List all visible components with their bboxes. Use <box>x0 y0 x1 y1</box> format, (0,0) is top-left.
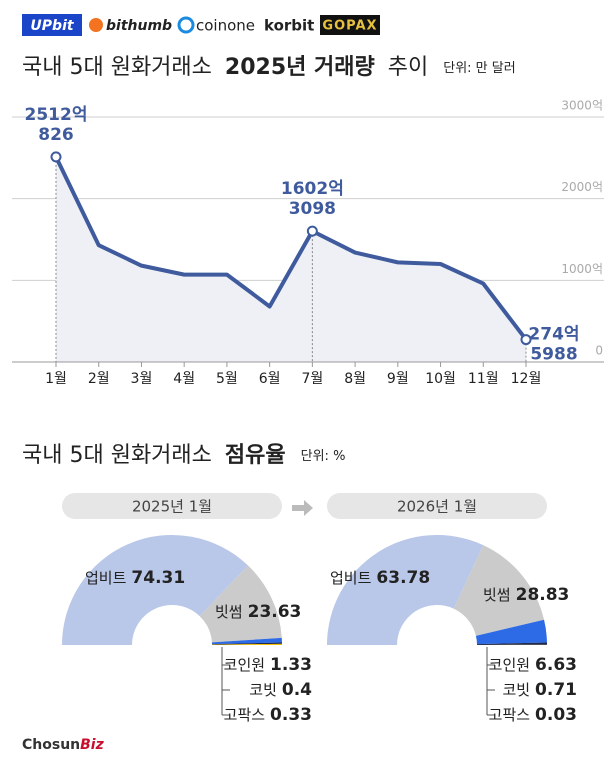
segment-label: 코인원 1.33 <box>224 655 312 675</box>
value-label: 1602억 <box>281 179 344 199</box>
pie-segment <box>476 642 547 645</box>
value-label: 3098 <box>289 199 336 219</box>
segment-value: 1.33 <box>270 655 312 675</box>
value-label: 274억 <box>528 325 579 345</box>
period-pill <box>62 493 282 519</box>
segment-label: 빗썸 28.83 <box>483 585 569 605</box>
segment-value: 74.31 <box>131 568 185 588</box>
segment-name: 코빗 <box>502 681 530 699</box>
segment-label: 코인원 6.63 <box>489 655 577 675</box>
y-tick-label: 1000억 <box>561 262 603 276</box>
x-tick-label: 10월 <box>425 371 456 387</box>
period-label: 2026년 1월 <box>397 498 477 516</box>
point <box>520 334 532 346</box>
x-tick-label: 3월 <box>131 371 153 387</box>
segment-name: 코인원 <box>224 656 265 674</box>
point <box>50 151 62 163</box>
brand: bithumb <box>106 18 172 34</box>
segment-name: 빗썸 <box>215 603 243 621</box>
period-pill <box>327 493 547 519</box>
area <box>56 156 526 362</box>
x-tick-label: 5월 <box>216 371 238 387</box>
title-part: 점유율 <box>225 443 286 468</box>
segment-value: 63.78 <box>376 568 430 588</box>
value-label: 2512억 <box>25 105 88 125</box>
credit-part: Chosun <box>22 737 80 753</box>
segment-label: 코빗 0.4 <box>249 680 312 700</box>
segment-name: 코빗 <box>249 681 277 699</box>
segment-value: 23.63 <box>248 602 302 622</box>
title-part: 2025년 거래량 <box>225 55 375 80</box>
brand: coinone <box>196 17 255 35</box>
segment-value: 0.71 <box>535 680 577 700</box>
segment-label: 고팍스 0.03 <box>489 705 577 725</box>
pie-segment <box>62 534 249 645</box>
pie-segment <box>212 643 282 645</box>
pie-segment <box>199 565 282 643</box>
y-tick-label: 2000억 <box>561 180 603 194</box>
logo-icon <box>177 16 195 34</box>
segment-label: 업비트 74.31 <box>85 568 185 588</box>
pie-segment <box>211 642 282 645</box>
x-tick-label: 9월 <box>387 371 409 387</box>
segment-value: 0.4 <box>282 680 312 700</box>
segment-label: 고팍스 0.33 <box>224 705 312 725</box>
segment-value: 0.03 <box>535 705 577 725</box>
pie-segment <box>211 637 282 645</box>
segment-label: 빗썸 23.63 <box>215 602 301 622</box>
pie-segment <box>475 619 547 645</box>
segment-value: 6.63 <box>535 655 577 675</box>
brand: korbit <box>264 17 314 35</box>
line <box>54 155 528 341</box>
x-tick-label: 6월 <box>259 371 281 387</box>
arrow <box>292 500 313 516</box>
title-part: 추이 <box>388 55 428 80</box>
logo-box <box>320 15 380 35</box>
segment-name: 고팍스 <box>489 706 531 724</box>
pie-segment <box>327 535 484 645</box>
period-label: 2025년 1월 <box>132 498 212 516</box>
x-tick-label: 4월 <box>173 371 195 387</box>
segment-name: 빗썸 <box>483 586 511 604</box>
segment-label: 코빗 0.71 <box>502 680 577 700</box>
y-tick-label: 3000억 <box>561 99 603 113</box>
segment-name: 업비트 <box>330 569 372 587</box>
y-tick-label: 0 <box>595 344 603 358</box>
unit: 단위: 만 달러 <box>443 61 515 76</box>
section-title: 국내 5대 원화거래소 점유율 단위: % <box>22 443 345 468</box>
x-tick-label: 1월 <box>45 371 67 387</box>
segment-name: 코인원 <box>489 656 530 674</box>
chart-title: 국내 5대 원화거래소 2025년 거래량 추이 단위: 만 달러 <box>22 55 516 80</box>
credit-part: Biz <box>80 737 104 753</box>
unit: 단위: % <box>301 449 346 464</box>
charts: 0 1000억 2000억 3000억 1월 2월 3월 4월 5월 6월 7월 8월 9월 10월 11월… <box>12 99 604 725</box>
title-part: 국내 5대 원화거래소 <box>22 55 212 80</box>
brand: GOPAX <box>322 19 377 34</box>
title-part: 국내 5대 원화거래소 <box>22 443 212 468</box>
pie-segment <box>453 545 545 636</box>
brand: UPbit <box>30 18 74 34</box>
logo-icon <box>89 18 103 32</box>
x-tick-label: 12월 <box>511 371 542 387</box>
point <box>306 225 318 237</box>
value-label: 5988 <box>530 345 577 365</box>
segment-name: 업비트 <box>85 569 127 587</box>
segment-value: 28.83 <box>516 585 570 605</box>
segment-label: 업비트 63.78 <box>330 568 430 588</box>
segment-name: 고팍스 <box>224 706 266 724</box>
x-tick-label: 8월 <box>344 371 366 387</box>
segment-value: 0.33 <box>270 705 312 725</box>
x-tick-label: 11월 <box>468 371 499 387</box>
x-tick-label: 2월 <box>88 371 110 387</box>
credit: ChosunBiz <box>22 737 105 753</box>
value-label: 826 <box>38 125 74 145</box>
logo-box <box>22 14 82 36</box>
x-tick-label: 7월 <box>301 371 323 387</box>
